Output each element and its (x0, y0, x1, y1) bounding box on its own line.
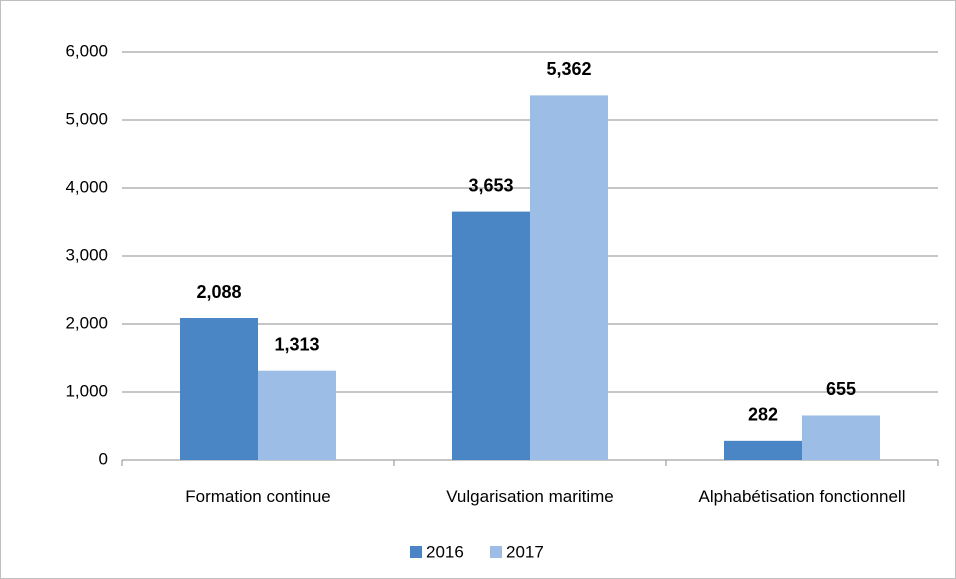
data-label: 1,313 (274, 334, 319, 354)
bar (258, 370, 336, 460)
y-tick-label: 1,000 (65, 381, 108, 400)
bar (452, 211, 530, 460)
legend-swatch (410, 546, 422, 558)
legend-label: 2016 (426, 542, 464, 561)
y-tick-label: 0 (99, 449, 108, 468)
y-tick-label: 5,000 (65, 109, 108, 128)
data-label: 2,088 (196, 282, 241, 302)
data-label: 5,362 (546, 59, 591, 79)
y-tick-label: 3,000 (65, 245, 108, 264)
legend-swatch (490, 546, 502, 558)
x-tick-label: Alphabétisation fonctionnell (698, 487, 906, 506)
data-label: 3,653 (468, 175, 513, 195)
bar (180, 318, 258, 460)
bar (530, 95, 608, 460)
bar (802, 415, 880, 460)
data-label: 282 (748, 405, 778, 425)
y-tick-label: 6,000 (65, 41, 108, 60)
bar (724, 440, 802, 460)
data-label: 655 (826, 379, 856, 399)
y-tick-label: 2,000 (65, 313, 108, 332)
y-tick-label: 4,000 (65, 177, 108, 196)
x-tick-label: Vulgarisation maritime (446, 487, 614, 506)
legend-label: 2017 (506, 542, 544, 561)
x-tick-label: Formation continue (185, 487, 331, 506)
